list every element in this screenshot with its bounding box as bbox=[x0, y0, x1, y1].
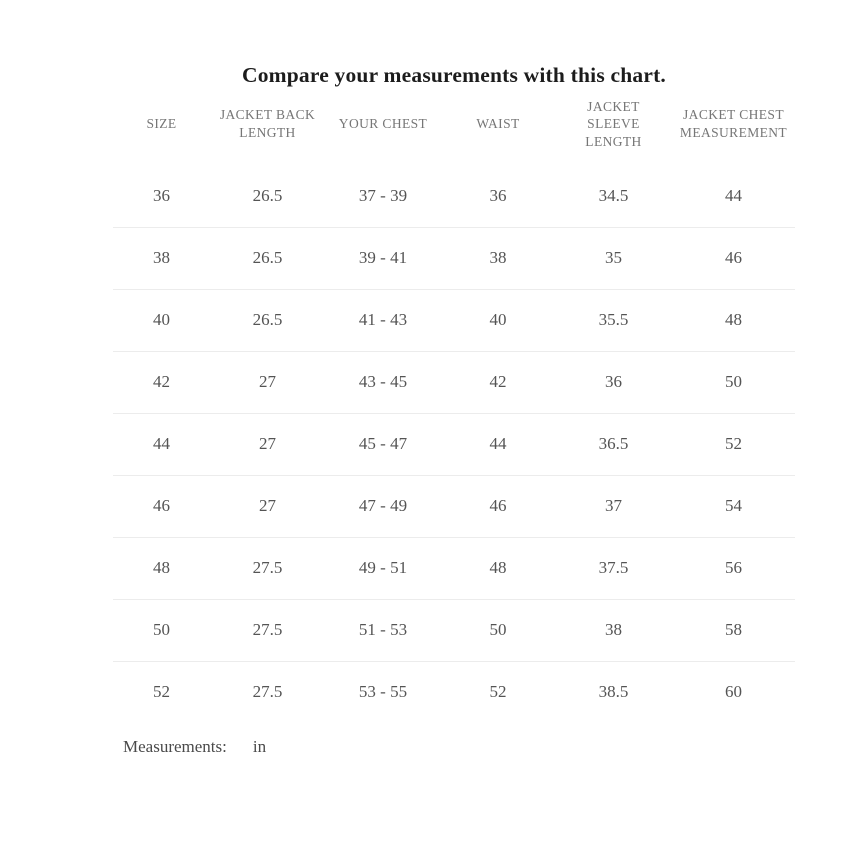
table-row-size-40: 40 26.5 41 - 43 40 35.5 48 bbox=[113, 289, 795, 352]
table-header: SIZE JACKET BACK LENGTH YOUR CHEST WAIST… bbox=[113, 90, 795, 158]
table-cell: 36 bbox=[555, 351, 672, 414]
table-cell: 42 bbox=[441, 351, 555, 414]
table-cell: 36 bbox=[113, 157, 210, 228]
table-cell: 35.5 bbox=[555, 289, 672, 352]
table-cell: 43 - 45 bbox=[325, 351, 441, 414]
page-title: Compare your measurements with this char… bbox=[241, 63, 667, 87]
table-cell: 50 bbox=[113, 599, 210, 662]
table-cell: 35 bbox=[555, 227, 672, 290]
table-cell: 50 bbox=[672, 351, 795, 414]
table-row-size-44: 44 27 45 - 47 44 36.5 52 bbox=[113, 413, 795, 476]
table-cell: 41 - 43 bbox=[325, 289, 441, 352]
table-cell: 37 bbox=[555, 475, 672, 538]
table-cell: 36 bbox=[441, 157, 555, 228]
table-cell: 51 - 53 bbox=[325, 599, 441, 662]
table-cell: 27 bbox=[210, 413, 325, 476]
table-cell: 46 bbox=[441, 475, 555, 538]
table-cell: 48 bbox=[113, 537, 210, 600]
table-cell: 27 bbox=[210, 351, 325, 414]
table-cell: 47 - 49 bbox=[325, 475, 441, 538]
column-header-jacket-sleeve-length: JACKET SLEEVE LENGTH bbox=[585, 98, 642, 149]
table-cell: 44 bbox=[441, 413, 555, 476]
table-cell: 40 bbox=[113, 289, 210, 352]
column-header-size: SIZE bbox=[146, 116, 177, 132]
table-cell: 27.5 bbox=[210, 599, 325, 662]
table-cell: 26.5 bbox=[210, 157, 325, 228]
table-cell: 54 bbox=[672, 475, 795, 538]
table-cell: 27.5 bbox=[210, 537, 325, 600]
table-cell: 44 bbox=[113, 413, 210, 476]
table-cell: 46 bbox=[113, 475, 210, 538]
table-cell: 52 bbox=[489, 682, 507, 702]
table-body: 36 26.5 37 - 39 36 34.5 44 38 26.5 39 - … bbox=[113, 157, 795, 723]
table-cell: 53 - 55 bbox=[358, 682, 408, 702]
column-header-jacket-chest-measurement: JACKET CHEST MEASUREMENT bbox=[679, 107, 788, 140]
table-cell: 27 bbox=[210, 475, 325, 538]
table-cell: 58 bbox=[672, 599, 795, 662]
table-cell: 50 bbox=[441, 599, 555, 662]
table-cell: 39 - 41 bbox=[325, 227, 441, 290]
table-cell: 40 bbox=[441, 289, 555, 352]
table-row-size-38: 38 26.5 39 - 41 38 35 46 bbox=[113, 227, 795, 290]
table-cell: 52 bbox=[672, 413, 795, 476]
table-cell: 36.5 bbox=[555, 413, 672, 476]
header-row: SIZE JACKET BACK LENGTH YOUR CHEST WAIST… bbox=[113, 90, 795, 158]
table-cell: 44 bbox=[672, 157, 795, 228]
column-header-waist: WAIST bbox=[476, 116, 520, 132]
table-cell: 26.5 bbox=[210, 289, 325, 352]
table-cell: 56 bbox=[672, 537, 795, 600]
table-cell: 60 bbox=[725, 682, 742, 702]
table-cell: 52 bbox=[153, 682, 170, 702]
size-chart-content: Compare your measurements with this char… bbox=[113, 0, 795, 757]
table-cell: 42 bbox=[113, 351, 210, 414]
table-row-size-48: 48 27.5 49 - 51 48 37.5 56 bbox=[113, 537, 795, 600]
table-cell: 48 bbox=[672, 289, 795, 352]
column-header-your-chest: YOUR CHEST bbox=[338, 116, 428, 132]
table-cell: 46 bbox=[672, 227, 795, 290]
size-chart-table: SIZE JACKET BACK LENGTH YOUR CHEST WAIST… bbox=[113, 90, 795, 723]
measurements-label: Measurements: bbox=[123, 736, 227, 756]
table-row-size-42: 42 27 43 - 45 42 36 50 bbox=[113, 351, 795, 414]
table-cell: 26.5 bbox=[210, 227, 325, 290]
table-row-size-46: 46 27 47 - 49 46 37 54 bbox=[113, 475, 795, 538]
table-cell: 38.5 bbox=[598, 682, 629, 702]
table-cell: 37.5 bbox=[555, 537, 672, 600]
table-cell: 34.5 bbox=[555, 157, 672, 228]
table-cell: 38 bbox=[441, 227, 555, 290]
table-cell: 37 - 39 bbox=[325, 157, 441, 228]
table-row-size-52: 52 27.5 53 - 55 52 38.5 60 bbox=[113, 661, 795, 723]
table-cell: 48 bbox=[441, 537, 555, 600]
table-cell: 38 bbox=[555, 599, 672, 662]
table-row-size-50: 50 27.5 51 - 53 50 38 58 bbox=[113, 599, 795, 662]
table-cell: 45 - 47 bbox=[325, 413, 441, 476]
table-cell: 27.5 bbox=[252, 682, 283, 702]
table-cell: 49 - 51 bbox=[325, 537, 441, 600]
measurements-unit-value: in bbox=[252, 736, 267, 756]
measurements-footer: Measurements: in bbox=[123, 737, 795, 757]
column-header-jacket-back-length: JACKET BACK LENGTH bbox=[219, 107, 316, 140]
table-row-size-36: 36 26.5 37 - 39 36 34.5 44 bbox=[113, 157, 795, 228]
table-cell: 38 bbox=[113, 227, 210, 290]
